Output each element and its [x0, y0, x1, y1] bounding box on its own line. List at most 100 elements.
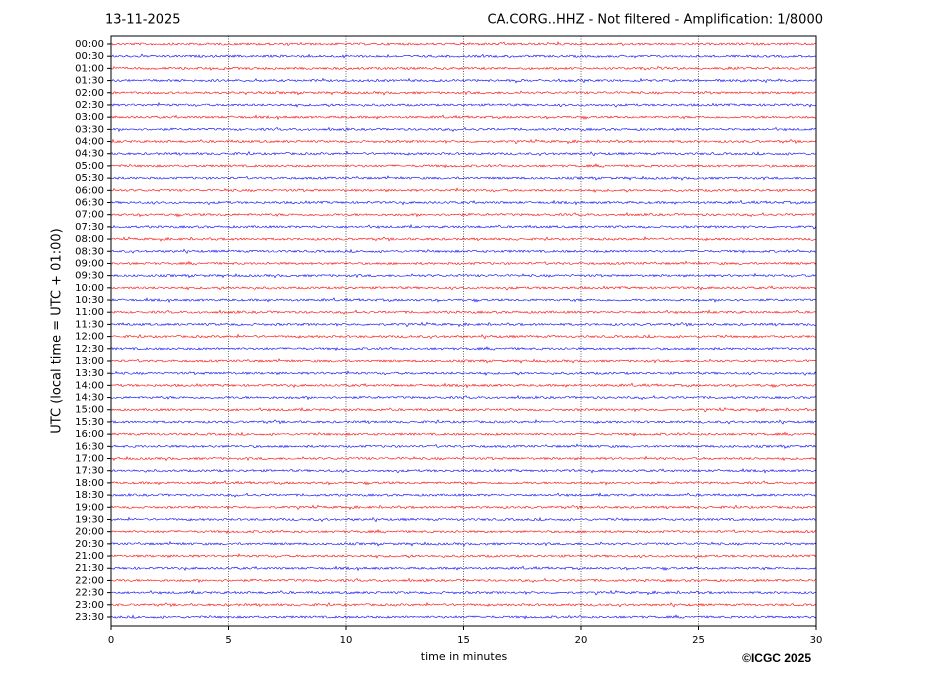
trace: [110, 577, 816, 584]
trace: [110, 601, 817, 608]
trace: [110, 309, 817, 315]
trace: [110, 492, 817, 498]
trace: [110, 565, 817, 572]
trace: [110, 101, 817, 108]
y-tick-label: 21:00: [75, 551, 104, 562]
y-tick-label: 16:00: [75, 429, 104, 440]
x-tick-label: 15: [457, 635, 470, 646]
y-tick-label: 07:30: [75, 222, 104, 233]
trace: [110, 114, 817, 121]
y-tick-label: 20:30: [75, 539, 104, 550]
y-tick-label: 10:00: [75, 283, 104, 294]
y-tick-label: 00:00: [75, 39, 104, 50]
y-tick-label: 14:30: [75, 393, 104, 404]
trace: [110, 199, 817, 206]
y-tick-label: 11:30: [75, 319, 104, 330]
y-tick-label: 12:00: [75, 332, 104, 343]
y-tick-label: 18:30: [75, 490, 104, 501]
trace: [111, 236, 817, 242]
y-tick-label: 04:00: [75, 137, 104, 148]
trace: [110, 321, 817, 328]
trace: [110, 406, 817, 413]
trace: [110, 297, 817, 304]
y-tick-label: 02:30: [75, 100, 104, 111]
trace: [110, 553, 817, 559]
trace: [110, 516, 817, 523]
trace: [110, 358, 816, 364]
y-tick-label: 02:00: [75, 88, 104, 99]
y-tick-label: 09:30: [75, 271, 104, 282]
trace: [110, 65, 817, 71]
trace: [110, 541, 817, 547]
y-tick-label: 10:30: [75, 295, 104, 306]
y-tick-label: 22:00: [75, 575, 104, 586]
y-tick-label: 17:00: [75, 454, 104, 465]
y-tick-label: 15:00: [75, 405, 104, 416]
y-tick-label: 06:30: [75, 197, 104, 208]
y-tick-label: 23:00: [75, 600, 104, 611]
trace: [110, 163, 817, 169]
x-axis-label: time in minutes: [421, 650, 508, 663]
y-tick-label: 19:00: [75, 502, 104, 513]
trace: [110, 150, 817, 157]
y-tick-label: 15:30: [75, 417, 104, 428]
y-tick-label: 17:30: [75, 466, 104, 477]
trace: [110, 260, 817, 266]
trace: [110, 90, 817, 96]
trace: [110, 418, 817, 425]
trace: [110, 187, 817, 193]
y-tick-label: 06:00: [75, 185, 104, 196]
y-tick-label: 00:30: [75, 51, 104, 62]
trace: [110, 333, 817, 340]
y-tick-label: 08:00: [75, 234, 104, 245]
y-tick-label: 12:30: [75, 344, 104, 355]
y-tick-label: 07:00: [75, 210, 104, 221]
y-tick-label: 13:00: [75, 356, 104, 367]
trace: [110, 394, 817, 401]
y-tick-label: 05:30: [75, 173, 104, 184]
trace: [110, 455, 817, 462]
trace: [110, 212, 817, 218]
trace: [110, 346, 817, 352]
trace: [110, 480, 817, 486]
x-tick-label: 10: [340, 635, 353, 646]
x-tick-label: 25: [692, 635, 705, 646]
trace: [110, 138, 817, 145]
trace: [110, 382, 817, 389]
trace: [110, 370, 817, 376]
y-tick-label: 08:30: [75, 246, 104, 257]
y-tick-label: 11:00: [75, 307, 104, 318]
trace: [110, 126, 817, 133]
trace: [110, 443, 817, 449]
trace: [110, 431, 817, 437]
trace: [110, 467, 817, 474]
y-tick-label: 20:00: [75, 527, 104, 538]
trace: [110, 248, 817, 254]
y-tick-label: 09:00: [75, 258, 104, 269]
trace: [110, 285, 817, 291]
y-tick-label: 18:00: [75, 478, 104, 489]
trace: [110, 224, 817, 230]
trace: [110, 272, 816, 279]
x-tick-label: 0: [108, 635, 114, 646]
chart-title: CA.CORG..HHZ - Not filtered - Amplificat…: [487, 13, 823, 28]
trace: [110, 41, 817, 46]
date-title: 13-11-2025: [105, 13, 181, 28]
y-tick-label: 16:30: [75, 441, 104, 452]
trace: [110, 53, 817, 59]
y-tick-label: 14:00: [75, 380, 104, 391]
y-tick-label: 03:30: [75, 124, 104, 135]
y-tick-label: 05:00: [75, 161, 104, 172]
y-tick-label: 23:30: [75, 612, 104, 623]
trace: [110, 589, 816, 596]
x-tick-label: 5: [225, 635, 231, 646]
plot-frame: [110, 35, 817, 627]
y-tick-label: 01:30: [75, 76, 104, 87]
y-tick-label: 22:30: [75, 588, 104, 599]
trace: [110, 175, 817, 181]
trace: [110, 529, 817, 535]
y-tick-label: 04:30: [75, 149, 104, 160]
x-tick-label: 30: [810, 635, 823, 646]
y-tick-label: 19:30: [75, 514, 104, 525]
